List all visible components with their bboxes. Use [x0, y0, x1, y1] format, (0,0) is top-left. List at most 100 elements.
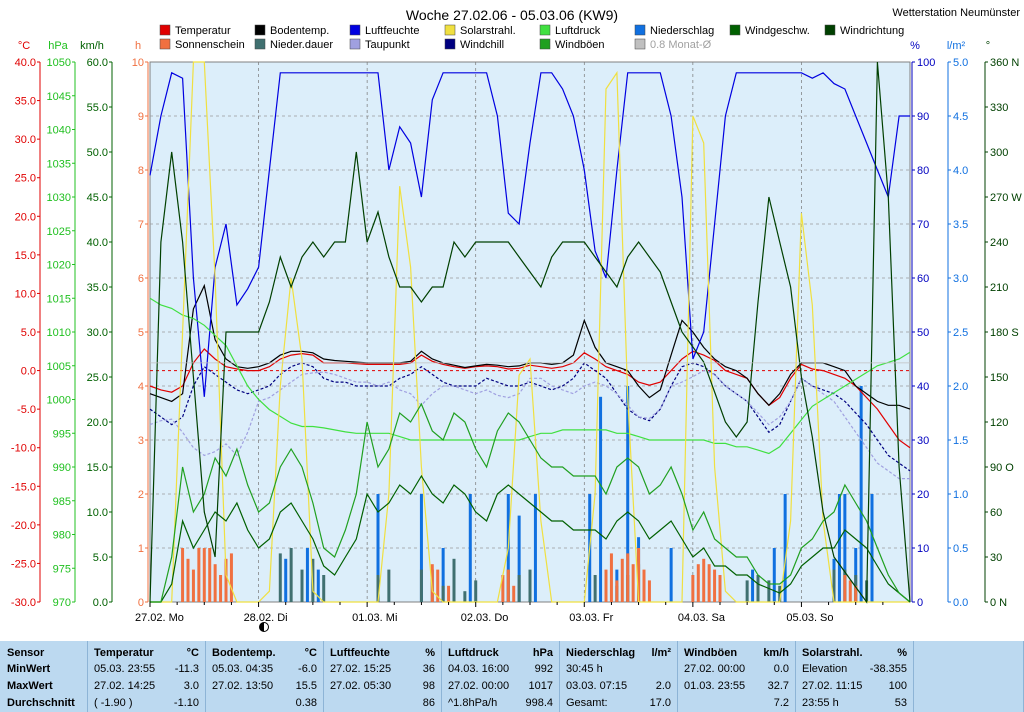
legend-label: Taupunkt	[365, 39, 410, 51]
tick-label-wind: 5.0	[93, 552, 108, 564]
tick-label-direction: 330	[990, 102, 1008, 114]
stats-title: Temperatur	[94, 647, 154, 659]
legend-swatch	[539, 38, 551, 50]
bar-niederdauer	[528, 569, 532, 602]
tick-label-temp: 0.0	[21, 366, 36, 378]
tick-label-pressure: 1010	[47, 327, 71, 339]
bar-niederdauer	[278, 553, 282, 602]
bar-sonnenschein	[604, 569, 608, 602]
stats-value: 15.5	[295, 680, 317, 692]
tick-label-direction: 210	[990, 282, 1008, 294]
stats-value: 3.0	[183, 680, 199, 692]
stats-unit: °C	[304, 647, 317, 659]
axes: 40.035.030.025.020.015.010.05.00.0-5.0-1…	[11, 40, 1022, 609]
bar-niederdauer	[745, 580, 749, 602]
legend-item-taupunkt: Taupunkt	[349, 38, 410, 51]
tick-label-pressure: 970	[53, 597, 71, 609]
tick-label-hours: 3	[138, 435, 144, 447]
bar-niederdauer	[832, 569, 836, 602]
legend-item-solarstrahl: Solarstrahl.	[444, 24, 516, 37]
tick-label-pressure: 1025	[47, 226, 71, 238]
stats-value: -6.0	[298, 663, 317, 675]
stats-col-luftfeuchte: Luftfeuchte% 27.02. 15:25 36 27.02. 05:30 98…	[324, 641, 442, 712]
stats-value: -1.10	[173, 697, 199, 709]
tick-label-wind: 55.0	[87, 102, 108, 114]
tick-label-percent: 70	[917, 219, 929, 231]
stats-title: Sensor	[7, 647, 45, 659]
legend-label: Temperatur	[175, 25, 231, 37]
tick-label-pressure: 995	[53, 428, 71, 440]
legend-item-windgeschw: Windgeschw.	[729, 24, 810, 37]
bar-niederschlag	[843, 494, 847, 602]
legend: Temperatur Bodentemp. Luftfeuchte Solarstra…	[159, 24, 904, 51]
tick-label-hours: 7	[138, 219, 144, 231]
bar-sonnenschein	[447, 585, 451, 602]
bar-sonnenschein	[186, 558, 190, 602]
stats-value: 98	[422, 680, 435, 692]
legend-label: Luftdruck	[555, 25, 601, 37]
tick-label-hours: 1	[138, 543, 144, 555]
bar-niederschlag	[441, 548, 445, 602]
bar-niederschlag	[751, 569, 755, 602]
bar-sonnenschein	[219, 575, 223, 602]
tick-label-direction: 360 N	[990, 57, 1019, 69]
x-tick-label: 04.03. Sa	[678, 612, 726, 624]
tick-label-direction: 270 W	[990, 192, 1022, 204]
tick-label-pressure: 990	[53, 462, 71, 474]
stats-unit: l/m²	[651, 647, 671, 659]
legend-item-niederdauer: Nieder.dauer	[254, 38, 333, 51]
stats-time: 01.03. 23:55	[684, 680, 746, 692]
axis-unit-pressure: hPa	[48, 40, 68, 52]
tick-label-percent: 90	[917, 111, 929, 123]
tick-label-pressure: 1035	[47, 158, 71, 170]
x-tick-label: 02.03. Do	[461, 612, 509, 624]
bar-sonnenschein	[197, 548, 201, 602]
stats-time: Elevation	[802, 663, 848, 675]
stats-time: 04.03. 16:00	[448, 663, 510, 675]
tick-label-temp: 35.0	[15, 96, 36, 108]
legend-swatch	[159, 24, 171, 36]
tick-label-rain: 2.5	[953, 327, 968, 339]
stats-time: 27.02. 00:00	[448, 680, 510, 692]
bar-sonnenschein	[436, 569, 440, 602]
legend-item-niederschlag: Niederschlag	[634, 24, 714, 37]
legend-swatch	[444, 38, 456, 50]
tick-label-rain: 0.5	[953, 543, 968, 555]
tick-label-pressure: 1005	[47, 361, 71, 373]
series-luftdruck	[149, 297, 911, 455]
tick-label-direction: 240	[990, 237, 1008, 249]
stats-value: -11.3	[174, 663, 199, 675]
bar-sonnenschein	[843, 575, 847, 602]
stats-time: 27.02. 11:15	[802, 680, 863, 692]
stats-title: Windböen	[684, 647, 738, 659]
series-windchill	[149, 362, 911, 472]
stats-title: Bodentemp.	[212, 647, 276, 659]
tick-label-direction: 90 O	[990, 462, 1014, 474]
bar-sonnenschein	[430, 564, 434, 602]
x-tick-label: 03.03. Fr	[569, 612, 613, 624]
bar-sonnenschein	[620, 558, 624, 602]
tick-label-direction: 120	[990, 417, 1008, 429]
stats-title: Luftdruck	[448, 647, 499, 659]
stats-value: 86	[422, 697, 435, 709]
bar-niederschlag	[533, 494, 537, 602]
bar-sonnenschein	[202, 548, 206, 602]
tick-label-percent: 30	[917, 435, 929, 447]
tick-label-pressure: 1015	[47, 293, 71, 305]
bar-niederschlag	[316, 569, 320, 602]
bar-sonnenschein	[609, 553, 613, 602]
legend-item-luftdruck: Luftdruck	[539, 24, 601, 37]
tick-label-rain: 2.0	[953, 381, 968, 393]
tick-label-wind: 35.0	[87, 282, 108, 294]
stats-time: 27.02. 00:00	[684, 663, 746, 675]
tick-label-wind: 10.0	[87, 507, 108, 519]
bar-niederdauer	[767, 580, 771, 602]
stats-value: -38.355	[869, 663, 907, 675]
tick-label-temp: -5.0	[17, 404, 36, 416]
tick-label-wind: 30.0	[87, 327, 108, 339]
bar-sonnenschein	[848, 580, 852, 602]
stats-title: Solarstrahl.	[802, 647, 863, 659]
tick-label-direction: 30	[990, 552, 1002, 564]
stats-row-label: MaxWert	[7, 680, 53, 692]
stats-value: 998.4	[525, 697, 553, 709]
